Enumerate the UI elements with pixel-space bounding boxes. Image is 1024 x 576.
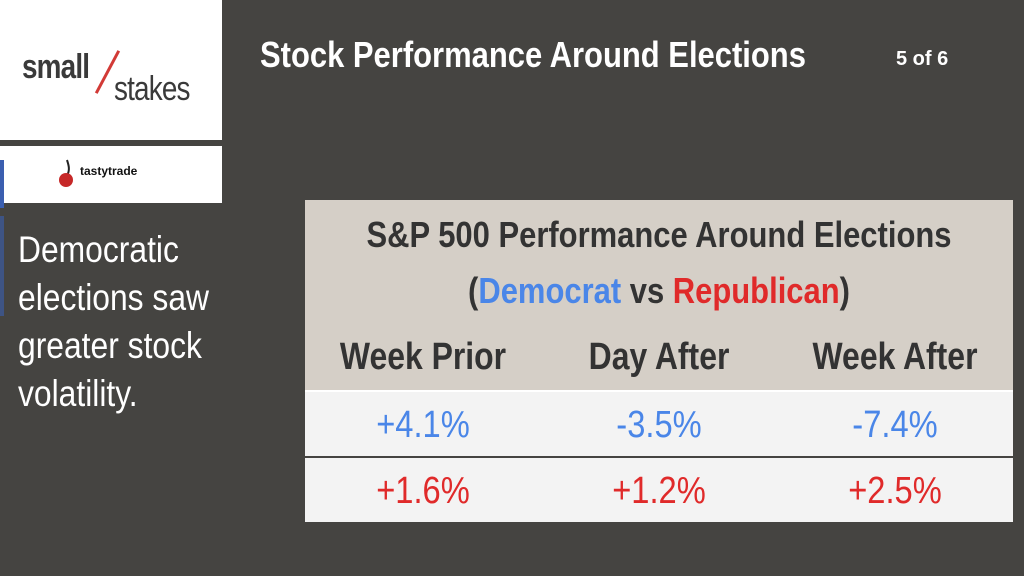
vs-label: vs (621, 270, 673, 311)
page-title: Stock Performance Around Elections (260, 34, 806, 75)
logo-word-small: small (22, 48, 90, 86)
cell-republican-week-prior: +1.6% (376, 470, 470, 512)
democrat-label: Democrat (478, 270, 622, 311)
table-column-headers: Week Prior Day After Week After (305, 324, 1013, 390)
cell-republican-day-after: +1.2% (612, 470, 706, 512)
brand-logo-panel: small stakes (0, 0, 222, 140)
cell-democrat-week-prior: +4.1% (376, 404, 470, 446)
accent-bar-lower (0, 216, 4, 316)
cell-democrat-week-after: -7.4% (852, 404, 938, 446)
subtitle-close-paren: ) (839, 270, 850, 311)
accent-bar (0, 160, 4, 208)
sponsor-name: tastytrade (80, 164, 138, 178)
column-header-week-after: Week After (812, 336, 978, 378)
cell-democrat-day-after: -3.5% (616, 404, 702, 446)
cell-republican-week-after: +2.5% (848, 470, 942, 512)
page-indicator: 5 of 6 (896, 48, 949, 70)
cherry-icon (59, 159, 73, 187)
table-title-block: S&P 500 Performance Around Elections (De… (305, 200, 1013, 327)
brand-logo: small stakes (22, 44, 212, 114)
subtitle-open-paren: ( (468, 270, 479, 311)
performance-table: S&P 500 Performance Around Elections (De… (305, 200, 1013, 522)
table-row-democrat: +4.1% -3.5% -7.4% (305, 392, 1013, 458)
table-row-republican: +1.6% +1.2% +2.5% (305, 458, 1013, 522)
table-title: S&P 500 Performance Around Elections (366, 214, 952, 255)
logo-word-stakes: stakes (114, 70, 190, 108)
summary-text: Democratic elections saw greater stock v… (18, 229, 210, 414)
column-header-day-after: Day After (588, 336, 730, 378)
sponsor-panel: tastytrade (0, 146, 222, 203)
table-subtitle: (Democrat vs Republican) (355, 270, 964, 312)
column-header-week-prior: Week Prior (339, 336, 507, 378)
republican-label: Republican (672, 270, 840, 311)
